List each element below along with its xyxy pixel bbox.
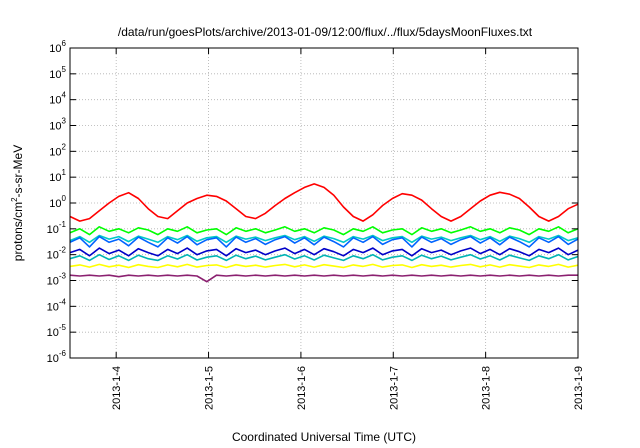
x-tick-label: 2013-1-7 [388,366,400,410]
y-tick-exp: 0 [62,194,67,203]
y-tick-exp: 2 [62,142,67,151]
grid [70,48,579,358]
y-tick-label: 103 [49,117,66,133]
y-tick-exp: 3 [62,117,67,126]
y-axis-label-sup: 2 [10,197,19,202]
y-tick-label: 10-4 [47,297,67,313]
y-tick-label: 101 [49,168,66,184]
series-line-8 [69,274,578,283]
y-tick-label: 102 [49,142,66,158]
y-tick-base: 10 [47,327,59,339]
y-tick-base: 10 [49,43,61,55]
y-axis-label-pre: protons/cm [11,202,25,261]
series-line-2 [69,226,579,236]
y-tick-base: 10 [47,276,59,288]
series-group [69,183,579,283]
y-tick-label: 106 [49,39,66,55]
y-tick-base: 10 [49,121,61,133]
y-tick-exp: 5 [62,65,67,74]
y-tick-exp: 1 [62,168,67,177]
y-tick-label: 10-1 [47,220,67,236]
series-line-6 [69,253,579,262]
x-tick-label: 2013-1-8 [481,366,493,410]
chart-title: /data/run/goesPlots/archive/2013-01-09/1… [118,25,533,39]
y-axis-label-post: -s-sr-MeV [11,145,25,198]
y-tick-exp: -3 [59,272,67,281]
y-tick-base: 10 [47,224,59,236]
series-line-5 [69,247,579,257]
x-tick-label: 2013-1-4 [111,366,123,410]
y-tick-label: 10-5 [47,323,67,339]
y-tick-label: 100 [49,194,66,210]
x-tick-label: 2013-1-9 [573,366,585,410]
y-tick-base: 10 [47,353,59,365]
y-tick-base: 10 [49,198,61,210]
x-axis: 2013-1-4 2013-1-5 2013-1-6 2013-1-7 2013-1-8… [111,48,585,410]
y-axis-label: protons/cm2-s-sr-MeV [10,145,25,261]
y-tick-label: 10-3 [47,272,67,288]
series-line-4 [69,235,579,248]
plot-frame [69,47,579,359]
series-line-7 [69,263,579,269]
y-tick-base: 10 [49,95,61,107]
y-tick-exp: -1 [59,220,67,229]
y-tick-label: 10-6 [47,349,67,365]
y-tick-exp: -4 [59,297,67,306]
series-line-1 [69,183,579,222]
y-axis: 10610510410310210110010-110-210-310-410-… [47,39,578,365]
x-tick-label: 2013-1-5 [204,366,216,410]
y-tick-label: 104 [49,91,66,107]
y-tick-exp: -6 [59,349,67,358]
y-tick-label: 105 [49,65,66,81]
y-tick-base: 10 [49,69,61,81]
y-tick-label: 10-2 [47,246,67,262]
y-tick-exp: 6 [62,39,67,48]
y-tick-base: 10 [47,301,59,313]
y-tick-exp: -2 [59,246,67,255]
x-axis-label: Coordinated Universal Time (UTC) [232,430,416,444]
y-tick-base: 10 [49,146,61,158]
y-tick-exp: -5 [59,323,67,332]
x-tick-label: 2013-1-6 [296,366,308,410]
y-tick-exp: 4 [62,91,67,100]
y-tick-base: 10 [49,172,61,184]
y-tick-base: 10 [47,250,59,262]
series-line-3 [69,234,579,244]
